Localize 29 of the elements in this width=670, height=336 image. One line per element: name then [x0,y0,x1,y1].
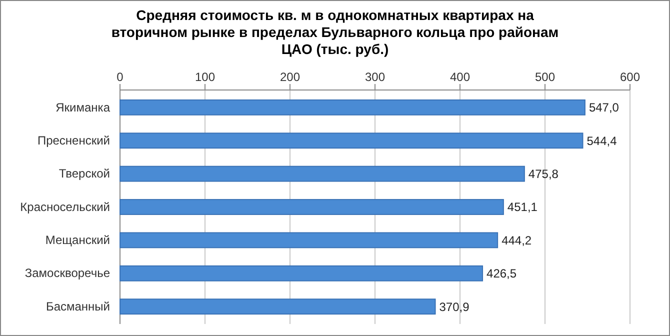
data-label: 475,8 [528,167,559,182]
data-label: 547,0 [588,100,620,115]
bar [120,265,484,282]
chart-title: Средняя стоимость кв. м в однокомнатных квартирах на вторичном рынке в пределах Бульварного кольца про районам ЦАО (тыс. руб.) [111,7,559,57]
data-label: 370,9 [439,300,470,314]
data-label: 544,4 [586,134,618,148]
x-tick-label: 100 [194,70,216,84]
bar [120,132,584,149]
x-tick-label: 0 [116,70,124,84]
x-tick-label: 600 [620,70,640,84]
y-tick-label: Красносельский [20,200,110,214]
data-label: 444,2 [502,233,532,248]
bar [120,199,504,215]
x-tick-label: 500 [534,70,556,84]
data-label: 451,1 [507,200,538,214]
x-tick-label: 200 [280,70,300,84]
bar [120,232,498,248]
bar [120,298,436,315]
data-label: 426,5 [486,266,517,281]
y-tick-label: Тверской [58,166,110,181]
bar [120,99,586,116]
x-tick-label: 300 [364,70,386,84]
y-tick-label: Басманный [46,299,110,314]
bar [120,166,525,182]
x-tick-label: 400 [450,70,470,84]
y-tick-label: Замоскворечье [24,266,110,280]
y-tick-label: Мещанский [45,233,110,248]
y-tick-label: Пресненский [37,133,110,148]
y-tick-label: Якиманка [56,100,110,114]
